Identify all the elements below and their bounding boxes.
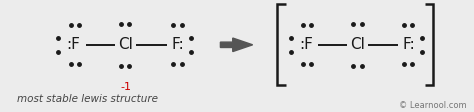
Text: -1: -1: [120, 82, 131, 92]
FancyArrow shape: [220, 38, 253, 52]
Text: F:: F:: [172, 37, 184, 52]
Text: most stable lewis structure: most stable lewis structure: [17, 94, 157, 104]
Text: Cl: Cl: [350, 37, 365, 52]
Text: © Learnool.com: © Learnool.com: [399, 101, 467, 110]
Text: −: −: [438, 0, 446, 2]
Text: :F: :F: [66, 37, 81, 52]
Text: :F: :F: [299, 37, 313, 52]
Text: F:: F:: [402, 37, 415, 52]
Text: Cl: Cl: [118, 37, 133, 52]
